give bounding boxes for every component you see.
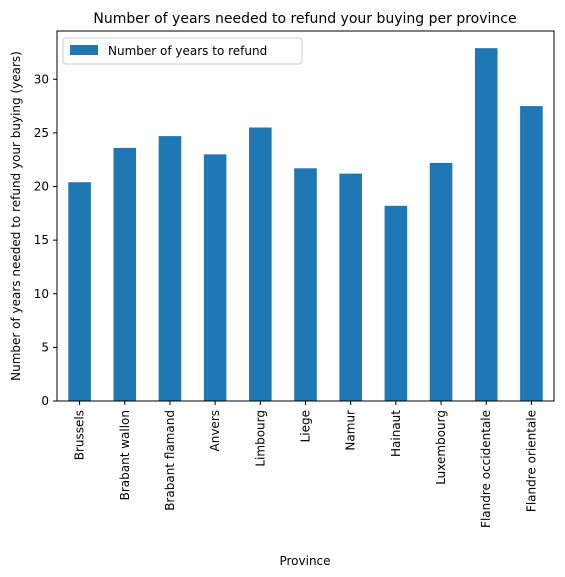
legend-swatch: [70, 45, 98, 55]
bar-namur: [339, 173, 362, 401]
x-tick-label: Limbourg: [253, 410, 267, 467]
plot-area: 0 5 10 15 20 25 30 Brussels Brabant wallon Braban…: [34, 30, 555, 528]
bar-hainaut: [384, 205, 408, 401]
y-tick-label: 0: [41, 394, 49, 408]
chart-title: Number of years needed to refund your bu…: [93, 11, 516, 27]
x-axis-title: Province: [279, 554, 330, 568]
x-tick-label: Liege: [299, 410, 313, 442]
bar-liege: [294, 168, 317, 401]
x-tick-label: Brabant wallon: [118, 410, 132, 500]
legend: Number of years to refund: [62, 37, 303, 65]
bar-brabant-wallon: [113, 147, 137, 401]
x-tick-label: Flandre orientale: [524, 410, 538, 512]
y-tick-label: 25: [34, 126, 49, 140]
x-tick-label: Brabant flamand: [163, 410, 177, 511]
bar-flandre-orientale: [520, 106, 543, 402]
y-tick-label: 10: [34, 287, 49, 301]
x-tick-label: Luxembourg: [434, 410, 448, 485]
bar-flandre-occidentale: [474, 48, 498, 401]
x-tick-label: Namur: [344, 410, 358, 451]
y-tick-label: 15: [34, 233, 49, 247]
bar-brabant-flamand: [158, 136, 182, 402]
legend-label: Number of years to refund: [108, 44, 267, 58]
y-tick-label: 5: [41, 340, 49, 354]
bar-luxembourg: [429, 162, 453, 401]
x-tick-label: Brussels: [73, 410, 87, 460]
legend-frame: [62, 37, 303, 65]
x-tick-label: Flandre occidentale: [479, 410, 493, 528]
bar-brussels: [68, 182, 91, 401]
bar-anvers: [203, 154, 227, 401]
y-axis-title: Number of years needed to refund your bu…: [9, 51, 23, 381]
x-tick-label: Anvers: [208, 410, 222, 451]
bar-limbourg: [249, 127, 272, 402]
x-tick-label: Hainaut: [389, 410, 403, 457]
y-tick-label: 20: [34, 180, 49, 194]
y-tick-label: 30: [34, 72, 49, 86]
